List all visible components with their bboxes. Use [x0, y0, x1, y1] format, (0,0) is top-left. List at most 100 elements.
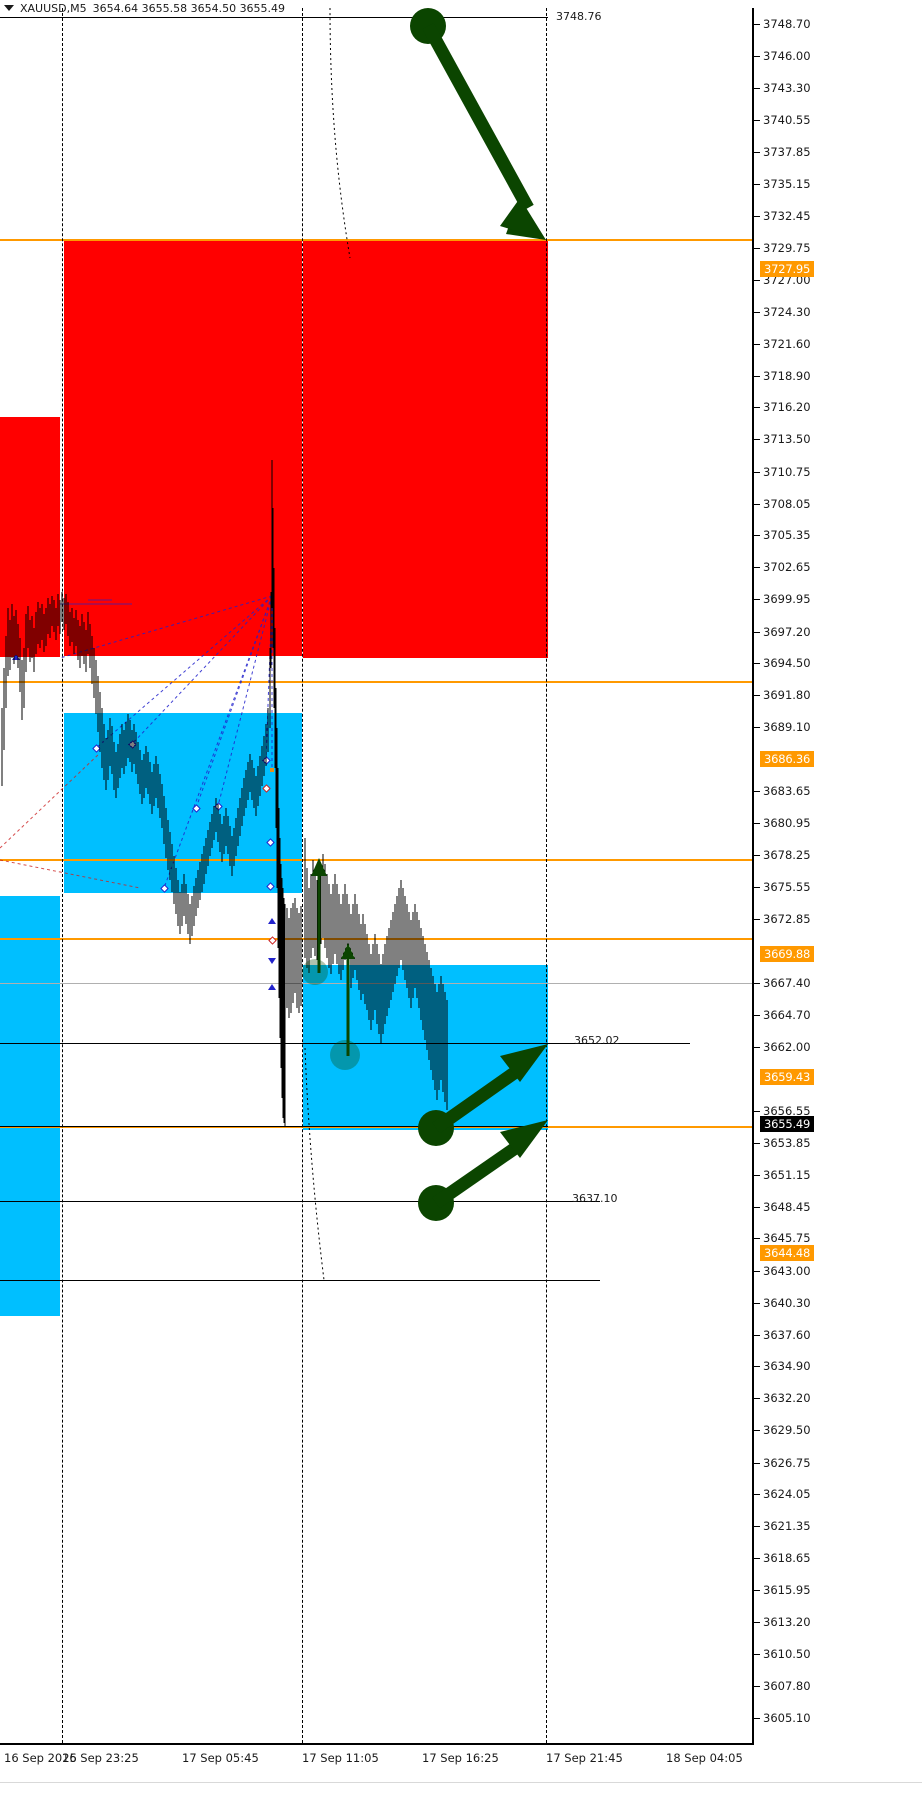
price-tick: [754, 1238, 760, 1240]
annotation-label-3637: 3637.10: [572, 1192, 618, 1205]
price-tick: [754, 375, 760, 377]
price-tick: [754, 695, 760, 697]
price-tick: [754, 183, 760, 185]
price-tick-label: 3716.20: [763, 400, 811, 415]
price-tick-label: 3718.90: [763, 368, 811, 383]
price-tick-label: 3651.15: [763, 1167, 811, 1182]
bid-price-line: [0, 983, 752, 984]
price-tick-label: 3605.10: [763, 1711, 811, 1725]
price-tick: [754, 343, 760, 345]
price-tick-label: 3708.05: [763, 496, 811, 511]
price-tick: [754, 1111, 760, 1113]
price-tick: [754, 535, 760, 537]
price-tick: [754, 503, 760, 505]
price-tick: [754, 1046, 760, 1048]
price-tick-label: 3705.35: [763, 528, 811, 543]
price-tick: [754, 407, 760, 409]
level-line-3669: [0, 859, 752, 861]
price-tick: [754, 151, 760, 153]
price-tick: [754, 1622, 760, 1624]
price-tick: [754, 439, 760, 441]
price-tick: [754, 727, 760, 729]
price-tick: [754, 1334, 760, 1336]
price-tick-label: 3618.65: [763, 1551, 811, 1566]
price-series-overlay: [0, 8, 548, 1281]
price-tick-label: 3691.80: [763, 688, 811, 703]
price-tick: [754, 279, 760, 281]
price-tick: [754, 886, 760, 888]
price-tick: [754, 567, 760, 569]
support-3644-axis-label[interactable]: 3644.48: [760, 1245, 815, 1262]
caret-down-icon[interactable]: [4, 5, 14, 11]
price-tick: [754, 1462, 760, 1464]
price-tick-label: 3713.50: [763, 432, 811, 447]
bid-price-axis-label[interactable]: 3655.49: [760, 1115, 815, 1132]
supply-zone-right: [303, 240, 548, 658]
level-line-3659: [0, 938, 752, 940]
price-tick-label: 3702.65: [763, 560, 811, 575]
price-tick-label: 3624.05: [763, 1487, 811, 1502]
price-tick-label: 3724.30: [763, 304, 811, 319]
price-tick-label: 3643.00: [763, 1263, 811, 1278]
price-tick: [754, 918, 760, 920]
price-tick-label: 3634.90: [763, 1359, 811, 1374]
price-tick-label: 3735.15: [763, 176, 811, 191]
time-tick-label: 17 Sep 21:45: [546, 1751, 623, 1765]
level-line-3727: [0, 239, 752, 241]
price-tick: [754, 1718, 760, 1719]
session-divider-2: [302, 8, 303, 1743]
price-tick-label: 3699.95: [763, 592, 811, 607]
price-tick-label: 3746.00: [763, 48, 811, 63]
session-divider-1: [62, 8, 63, 1743]
price-tick-label: 3645.75: [763, 1231, 811, 1246]
resistance-3669-axis-label[interactable]: 3669.88: [760, 945, 815, 962]
price-tick-label: 3613.20: [763, 1615, 811, 1630]
price-tick: [754, 120, 760, 122]
annotation-label-3748: 3748.76: [556, 10, 602, 23]
target-line-3637: [0, 1201, 600, 1202]
price-tick: [754, 215, 760, 217]
price-tick-label: 3626.75: [763, 1455, 811, 1470]
price-tick-label: 3675.55: [763, 879, 811, 894]
target-line-3644b: [0, 1126, 548, 1127]
price-tick-label: 3689.10: [763, 720, 811, 735]
price-axis[interactable]: 3748.70 3746.00 3743.30 3740.55 3737.85 3735.…: [754, 8, 922, 1743]
price-tick-label: 3610.50: [763, 1647, 811, 1662]
price-tick-label: 3721.60: [763, 336, 811, 351]
support-3659-axis-label[interactable]: 3659.43: [760, 1069, 815, 1086]
price-tick: [754, 87, 760, 89]
target-line-3652: [0, 1043, 690, 1044]
target-line-3748: [0, 17, 548, 18]
price-tick-label: 3710.75: [763, 464, 811, 479]
price-tick-label: 3607.80: [763, 1679, 811, 1694]
price-tick: [754, 1686, 760, 1688]
price-tick: [754, 1142, 760, 1144]
price-tick: [754, 1526, 760, 1528]
demand-zone-left: [0, 896, 60, 1316]
time-axis[interactable]: 16 Sep 2025 16 Sep 23:25 17 Sep 05:45 17 Se…: [0, 1745, 752, 1799]
price-tick: [754, 24, 760, 25]
resistance-3686-axis-label[interactable]: 3686.36: [760, 751, 815, 768]
price-tick: [754, 855, 760, 857]
price-tick: [754, 1558, 760, 1560]
price-tick-label: 3748.70: [763, 17, 811, 31]
price-tick-label: 3640.30: [763, 1295, 811, 1310]
resistance-3727-axis-label[interactable]: 3727.95: [760, 260, 815, 277]
session-divider-3: [546, 8, 547, 1743]
price-plot-area[interactable]: 3748.76 3652.02 3637.10: [0, 8, 754, 1745]
price-tick-label: 3637.60: [763, 1327, 811, 1342]
supply-zone-tall: [64, 478, 302, 656]
price-tick: [754, 1366, 760, 1368]
price-tick: [754, 1270, 760, 1272]
price-tick-label: 3740.55: [763, 113, 811, 128]
entry-marker-upper: [302, 959, 328, 985]
price-tick: [754, 1590, 760, 1591]
price-tick-label: 3629.50: [763, 1423, 811, 1438]
price-tick: [754, 311, 760, 313]
price-tick: [754, 1494, 760, 1496]
price-tick-label: 3729.75: [763, 240, 811, 255]
time-tick-label: 18 Sep 04:05: [666, 1751, 743, 1765]
price-tick-label: 3648.45: [763, 1199, 811, 1214]
price-tick: [754, 55, 760, 57]
